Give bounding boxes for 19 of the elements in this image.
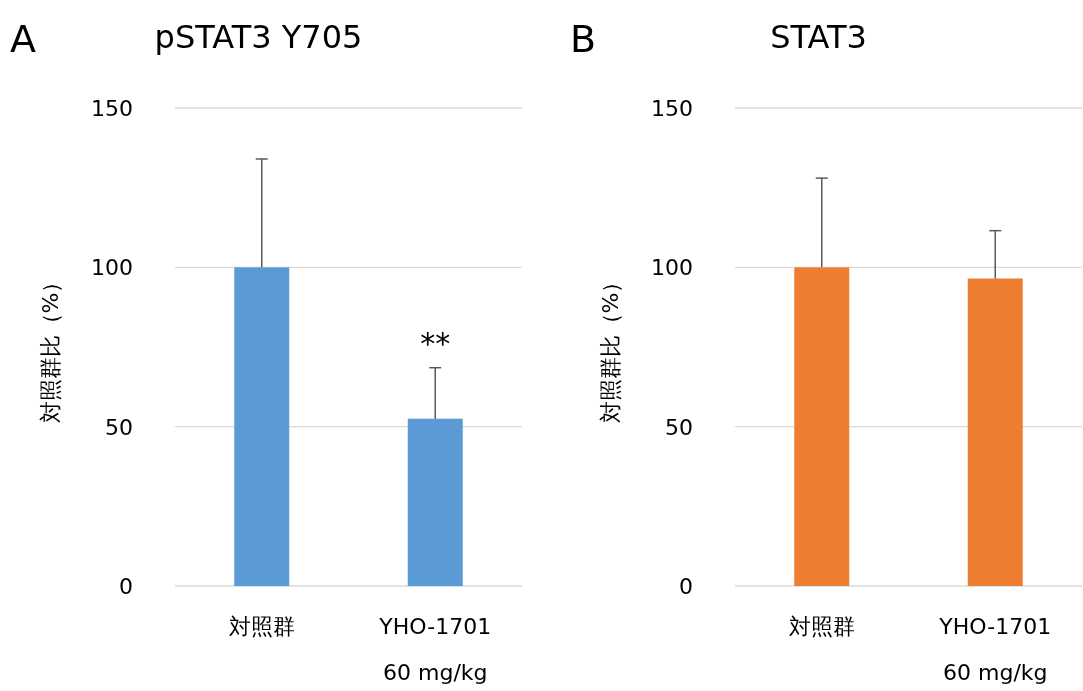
y-tick-label: 0 (679, 574, 693, 599)
chart-title: STAT3 (770, 18, 867, 56)
y-axis-title: 対照群比（%） (598, 270, 623, 424)
annotation: ** (420, 325, 451, 361)
x-tick-label: YHO-1701 60 mg/kg (938, 614, 1052, 685)
text: B (570, 17, 597, 61)
x-tick-label: YHO-1701 60 mg/kg (378, 614, 492, 685)
y-tick-label: 150 (91, 96, 133, 121)
y-tick-label: 50 (105, 414, 133, 440)
y-tick-label: 100 (91, 255, 133, 281)
y-tick-label: 150 (651, 96, 693, 121)
y-axis-title: 対照群比（%） (38, 270, 63, 424)
y-tick-label: 0 (119, 574, 133, 599)
x-tick-label: 対照群 (788, 614, 855, 639)
y-tick-label: 100 (651, 255, 693, 281)
x-tick-label: 対照群 (228, 614, 295, 639)
chart-title: pSTAT3 Y705 (154, 18, 363, 56)
text: A (10, 17, 36, 61)
y-tick-label: 50 (665, 414, 693, 440)
